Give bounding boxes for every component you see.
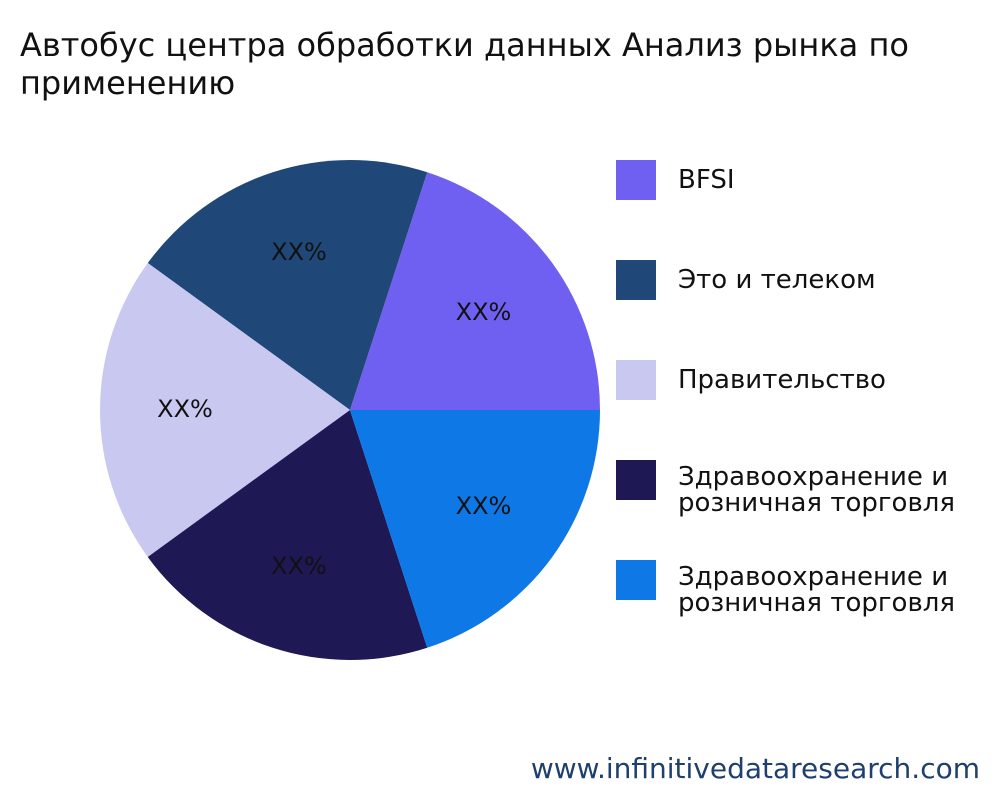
- pie-slice-3: [100, 263, 350, 557]
- legend-swatch-1: [616, 160, 656, 200]
- pie-slice-labels: XX% XX% XX% XX% XX%: [157, 238, 511, 580]
- chart-title: Автобус центра обработки данных Анализ р…: [20, 26, 909, 102]
- pie-slice-label-1: XX%: [456, 298, 512, 326]
- pie-slice-label-4: XX%: [271, 552, 327, 580]
- legend-item-2: Это и телеком: [616, 260, 998, 300]
- legend-item-5: Здравоохранение и розничная торговля: [616, 560, 998, 616]
- pie-slice-label-5: XX%: [456, 492, 512, 520]
- pie-slice-2: [147, 160, 428, 410]
- legend-label-3: Правительство: [678, 365, 886, 395]
- legend-swatch-5: [616, 560, 656, 600]
- legend-item-1: BFSI: [616, 160, 998, 200]
- pie-slices: [100, 160, 600, 660]
- pie-slice-5: [350, 410, 600, 648]
- pie-slice-label-2: XX%: [271, 238, 327, 266]
- legend-swatch-3: [616, 360, 656, 400]
- legend-swatch-4: [616, 460, 656, 500]
- legend-label-4: Здравоохранение и розничная торговля: [678, 462, 956, 518]
- legend-item-3: Правительство: [616, 360, 998, 400]
- pie-slice-4: [147, 410, 428, 660]
- watermark-link[interactable]: www.infinitivedataresearch.com: [530, 752, 980, 785]
- legend-item-4: Здравоохранение и розничная торговля: [616, 460, 998, 516]
- legend-label-2: Это и телеком: [678, 265, 876, 295]
- pie-slice-label-3: XX%: [157, 395, 213, 423]
- pie-slice-1: [350, 172, 600, 410]
- legend-label-5: Здравоохранение и розничная торговля: [678, 562, 956, 618]
- legend-swatch-2: [616, 260, 656, 300]
- legend-label-1: BFSI: [678, 165, 735, 195]
